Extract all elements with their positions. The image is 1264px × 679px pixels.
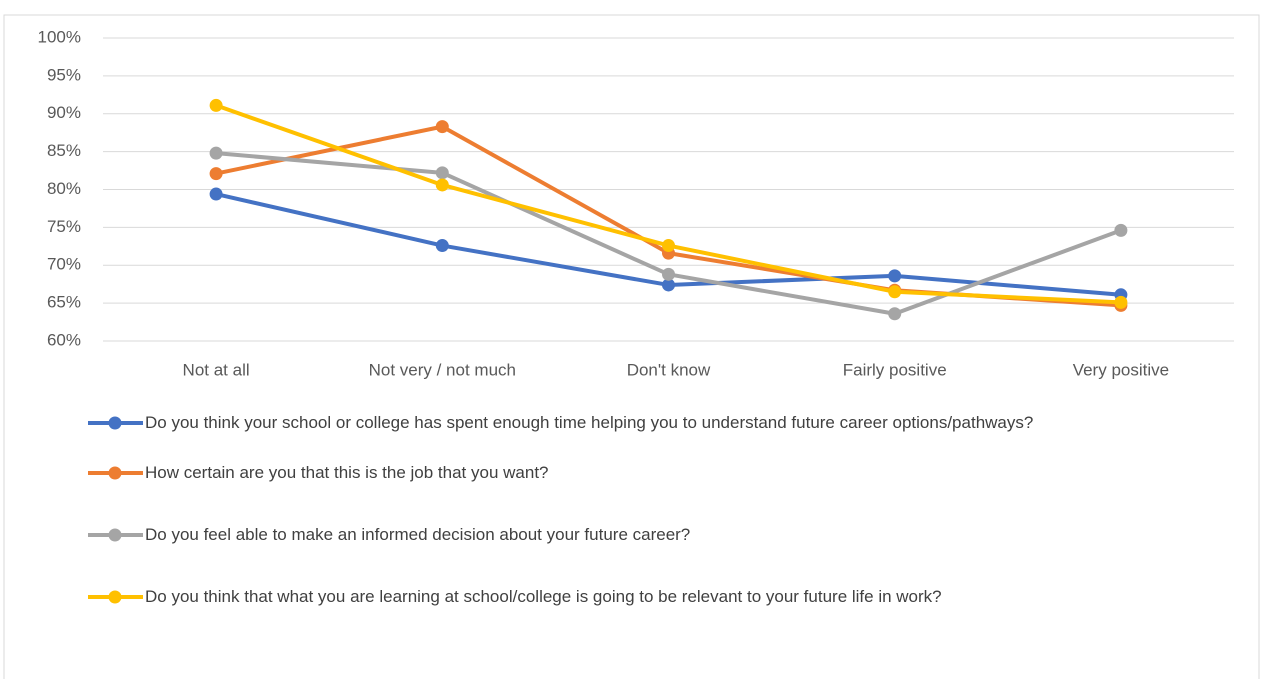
- x-tick-label: Not very / not much: [369, 360, 516, 379]
- legend-label: Do you think that what you are learning …: [145, 587, 942, 606]
- y-tick-label: 80%: [47, 179, 81, 198]
- data-point: [1114, 223, 1128, 237]
- data-point: [435, 178, 449, 192]
- data-point: [209, 167, 223, 181]
- legend-label: How certain are you that this is the job…: [145, 463, 549, 482]
- y-tick-label: 75%: [47, 217, 81, 236]
- data-point: [1114, 295, 1128, 309]
- legend-marker: [108, 590, 122, 604]
- data-point: [209, 98, 223, 112]
- data-point: [888, 307, 902, 321]
- data-point: [435, 166, 449, 180]
- y-tick-label: 65%: [47, 293, 81, 312]
- data-point: [662, 278, 675, 292]
- data-point: [435, 239, 449, 253]
- chart-frame: [3, 14, 1260, 679]
- x-tick-label: Don't know: [627, 360, 711, 379]
- data-point: [888, 285, 902, 299]
- data-point: [662, 239, 675, 253]
- legend-marker: [108, 528, 122, 542]
- y-tick-label: 60%: [47, 330, 81, 349]
- y-tick-label: 100%: [38, 27, 81, 46]
- x-tick-label: Very positive: [1073, 360, 1169, 379]
- y-tick-label: 95%: [47, 65, 81, 84]
- data-point: [662, 267, 675, 281]
- data-point: [209, 146, 223, 160]
- x-tick-label: Fairly positive: [843, 360, 947, 379]
- legend-label: Do you feel able to make an informed dec…: [145, 525, 691, 544]
- data-point: [888, 269, 902, 283]
- legend-marker: [108, 416, 122, 430]
- data-point: [435, 120, 449, 134]
- y-tick-label: 70%: [47, 255, 81, 274]
- legend-marker: [108, 466, 122, 480]
- legend-label: Do you think your school or college has …: [145, 413, 1034, 432]
- data-point: [209, 187, 223, 201]
- y-tick-label: 85%: [47, 141, 81, 160]
- y-tick-label: 90%: [47, 103, 81, 122]
- x-tick-label: Not at all: [183, 360, 250, 379]
